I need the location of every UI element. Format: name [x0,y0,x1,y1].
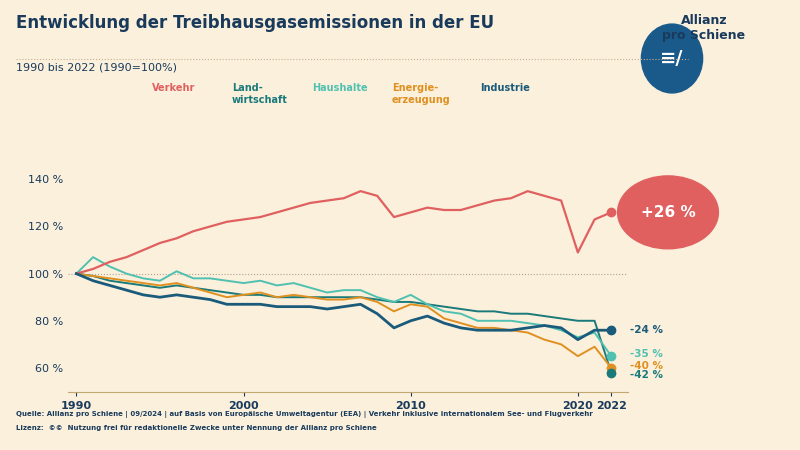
Text: -35 %: -35 % [630,349,662,359]
Circle shape [642,24,702,93]
Text: Quelle: Allianz pro Schiene | 09/2024 | auf Basis von Europäische Umweltagentur : Quelle: Allianz pro Schiene | 09/2024 | … [16,411,593,418]
Text: Entwicklung der Treibhausgasemissionen in der EU: Entwicklung der Treibhausgasemissionen i… [16,14,494,32]
Text: Allianz
pro Schiene: Allianz pro Schiene [662,14,746,41]
Text: Energie-
erzeugung: Energie- erzeugung [392,83,450,105]
Text: +26 %: +26 % [641,205,695,220]
Text: 1990 bis 2022 (1990=100%): 1990 bis 2022 (1990=100%) [16,63,177,73]
Text: Land-
wirtschaft: Land- wirtschaft [232,83,288,105]
Text: -24 %: -24 % [630,325,662,335]
Text: Verkehr: Verkehr [152,83,195,93]
Text: -42 %: -42 % [630,370,662,380]
Text: Lizenz:  ©©  Nutzung frei für redaktionelle Zwecke unter Nennung der Allianz pro: Lizenz: ©© Nutzung frei für redaktionell… [16,425,377,431]
Text: ≡/: ≡/ [660,49,684,68]
Text: -40 %: -40 % [630,360,662,370]
Circle shape [618,176,718,249]
Text: Industrie: Industrie [480,83,530,93]
Text: Haushalte: Haushalte [312,83,368,93]
